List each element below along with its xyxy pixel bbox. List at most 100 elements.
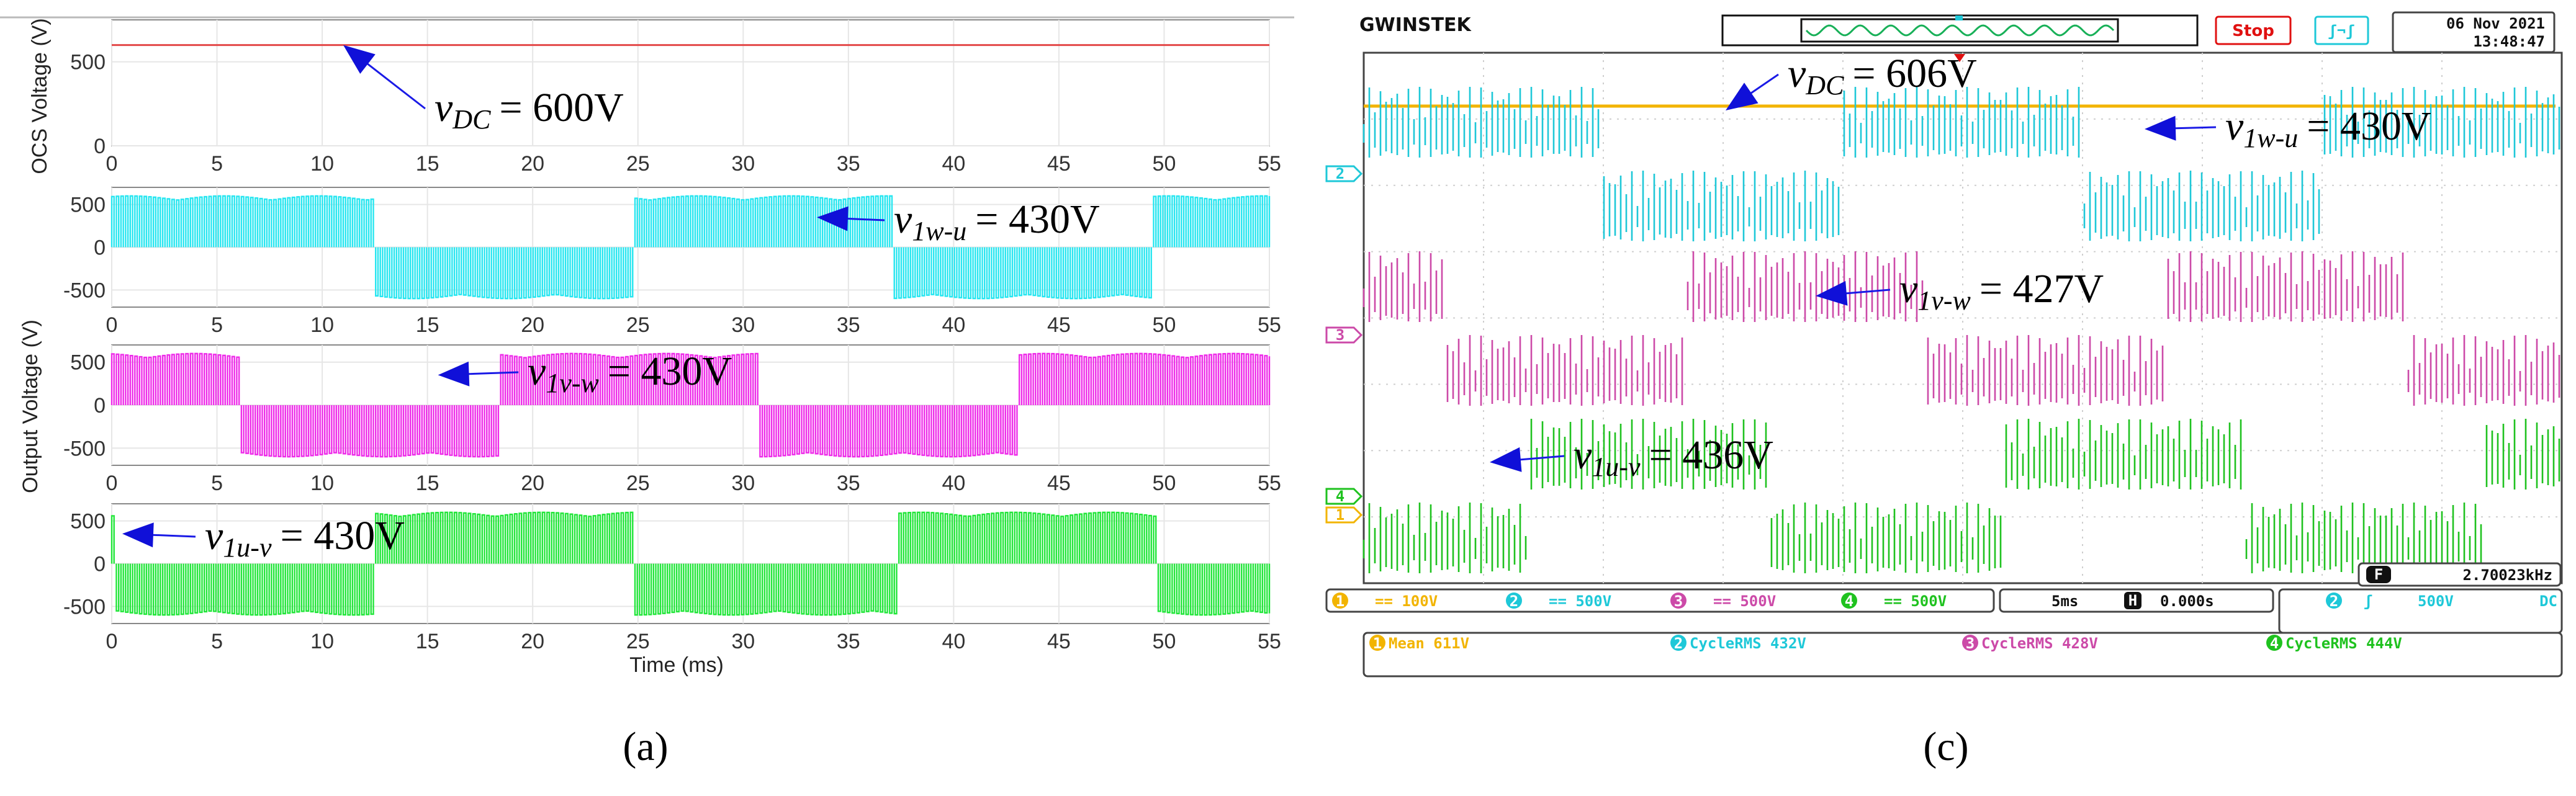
arrow-head-icon xyxy=(438,361,470,387)
x-tick-label: 0 xyxy=(106,313,118,337)
channel-marker-3[interactable]: 3 xyxy=(1325,326,1363,344)
scope-time: 13:48:47 xyxy=(2473,33,2545,50)
y-tick-label: 500 xyxy=(70,351,106,375)
trigger-position-icon xyxy=(1954,54,1965,62)
annotation-sub: 1w-u xyxy=(912,216,966,246)
annotation-v_DC: vDC = 600V xyxy=(343,45,624,135)
x-tick-label: 50 xyxy=(1153,472,1176,495)
plot-frame xyxy=(111,19,1270,146)
scope-brand: GWINSTEK xyxy=(1359,14,1472,36)
x-tick-label: 10 xyxy=(310,313,334,337)
x-tick-label: 25 xyxy=(626,313,650,337)
stop-status[interactable]: Stop xyxy=(2215,16,2292,45)
measurement-ch3[interactable]: 3 CycleRMS 428V xyxy=(1962,635,2098,652)
x-tick-label: 10 xyxy=(310,152,334,176)
annotation-var: v xyxy=(894,197,912,242)
arrow-head-icon xyxy=(2145,115,2176,141)
annotation-sub: 1u-v xyxy=(1592,452,1641,482)
annotation-ch3: v1v-w = 427V xyxy=(1816,266,2104,316)
channel-marker-1[interactable]: 1 xyxy=(1325,506,1363,524)
series-v_1w-u xyxy=(110,195,1271,300)
measurement-ch1[interactable]: 1 Mean 611V xyxy=(1369,635,1469,652)
measurement-channel: 1 xyxy=(1373,635,1382,652)
annotation-text: v1v-w = 427V xyxy=(1899,266,2104,316)
channel-marker-label: 3 xyxy=(1336,326,1344,344)
annotation-v_1u-v: v1u-v = 430V xyxy=(122,513,405,563)
measurement-ch4[interactable]: 4 CycleRMS 444V xyxy=(2266,635,2402,652)
x-tick-label: 25 xyxy=(626,630,650,653)
channel-marker-4[interactable]: 4 xyxy=(1325,488,1363,505)
annotation-ch1: vDC = 606V xyxy=(1726,51,1977,110)
annotation-var: v xyxy=(435,85,453,130)
y-tick-label: -500 xyxy=(63,437,106,460)
x-tick-label: 10 xyxy=(310,472,334,495)
annotation-sub: 1u-v xyxy=(223,532,272,563)
measurement-channel: 4 xyxy=(2270,635,2279,652)
series-v_1u-v xyxy=(110,511,1271,616)
channel-marker-label: 1 xyxy=(1336,506,1344,524)
annotation-sub: 1v-w xyxy=(546,368,599,398)
channel-number: 1 xyxy=(1336,593,1344,610)
x-tick-label: 0 xyxy=(106,630,118,653)
channel-setting-3[interactable]: 3 == 500V xyxy=(1670,593,1776,610)
y-tick-label: 0 xyxy=(94,135,106,158)
trigger-slope-icon: ʃ xyxy=(2364,593,2372,610)
annotation-value: = 430V xyxy=(2307,104,2431,149)
channel-setting-2[interactable]: 2 == 500V xyxy=(1506,593,1611,610)
x-tick-label: 40 xyxy=(942,472,965,495)
h-position: 0.000s xyxy=(2160,593,2214,610)
panel-a-simulation: OCS Voltage (V) Output Voltage (V) 0 5 10 1… xyxy=(0,16,1294,769)
trigger-box[interactable]: 2 ʃ 500V DC xyxy=(2278,588,2563,634)
channel-setting-4[interactable]: 4 == 500V xyxy=(1841,593,1947,610)
annotation-var: v xyxy=(528,349,546,394)
channel-marker-label: 4 xyxy=(1336,488,1344,505)
annotation-sub: 1w-u xyxy=(2243,123,2298,153)
freq-symbol: F xyxy=(2374,566,2383,583)
x-tick-label: 45 xyxy=(1047,152,1071,176)
panel-c-oscilloscope: GWINSTEK Stop ʃ¬ʃ 06 Nov 2021 13:48:47 1… xyxy=(1325,11,2563,769)
caption-c: (c) xyxy=(1923,724,1968,769)
annotation-ch2: v1w-u = 430V xyxy=(2145,104,2431,153)
trigger-status[interactable]: ʃ¬ʃ xyxy=(2314,16,2369,45)
x-tick-label: 45 xyxy=(1047,630,1071,653)
annotation-value: = 430V xyxy=(975,197,1099,242)
channel-marker-label: 2 xyxy=(1336,165,1344,182)
annotation-var: v xyxy=(1899,266,1918,311)
annotation-var: v xyxy=(205,513,223,558)
channel-scale: == 500V xyxy=(1549,593,1611,610)
measurement-ch2[interactable]: 2 CycleRMS 432V xyxy=(1670,635,1806,652)
x-tick-label: 15 xyxy=(416,472,439,495)
y-label-ocs: OCS Voltage (V) xyxy=(28,18,52,174)
x-tick-label: 55 xyxy=(1258,313,1281,337)
timebase-value: 5ms xyxy=(2051,593,2078,610)
memory-overview-bar xyxy=(1721,14,2199,47)
channel-number: 4 xyxy=(1845,593,1853,610)
x-tick-label: 40 xyxy=(942,313,965,337)
trigger-coupling: DC xyxy=(2539,593,2557,610)
x-tick-label: 20 xyxy=(521,313,544,337)
arrow-head-icon xyxy=(816,206,849,231)
h-symbol: H xyxy=(2128,592,2137,609)
measurement-value: CycleRMS 444V xyxy=(2286,635,2402,652)
arrow-head-icon xyxy=(1816,280,1848,306)
x-tick-label: 35 xyxy=(837,152,860,176)
annotation-value: = 430V xyxy=(608,349,732,394)
annotation-sub: DC xyxy=(452,104,491,135)
annotation-var: v xyxy=(1574,432,1592,478)
y-tick-label: 500 xyxy=(70,510,106,534)
x-tick-label: 55 xyxy=(1258,472,1281,495)
x-tick-label: 5 xyxy=(211,313,223,337)
annotation-value: = 606V xyxy=(1852,51,1976,96)
frequency-icon xyxy=(2366,566,2391,583)
channel-marker-2[interactable]: 2 xyxy=(1325,165,1363,182)
frequency-value: 2.70023kHz xyxy=(2463,566,2553,584)
channel-setting-1[interactable]: 1 == 100V xyxy=(1332,593,1438,610)
x-tick-label: 0 xyxy=(106,152,118,176)
annotation-v_1v-w: v1v-w = 430V xyxy=(438,349,732,398)
timebase-box[interactable]: 5ms H 0.000s xyxy=(1999,588,2274,613)
x-tick-label: 50 xyxy=(1153,152,1176,176)
arrow-head-icon xyxy=(343,45,376,74)
x-tick-label: 15 xyxy=(416,152,439,176)
